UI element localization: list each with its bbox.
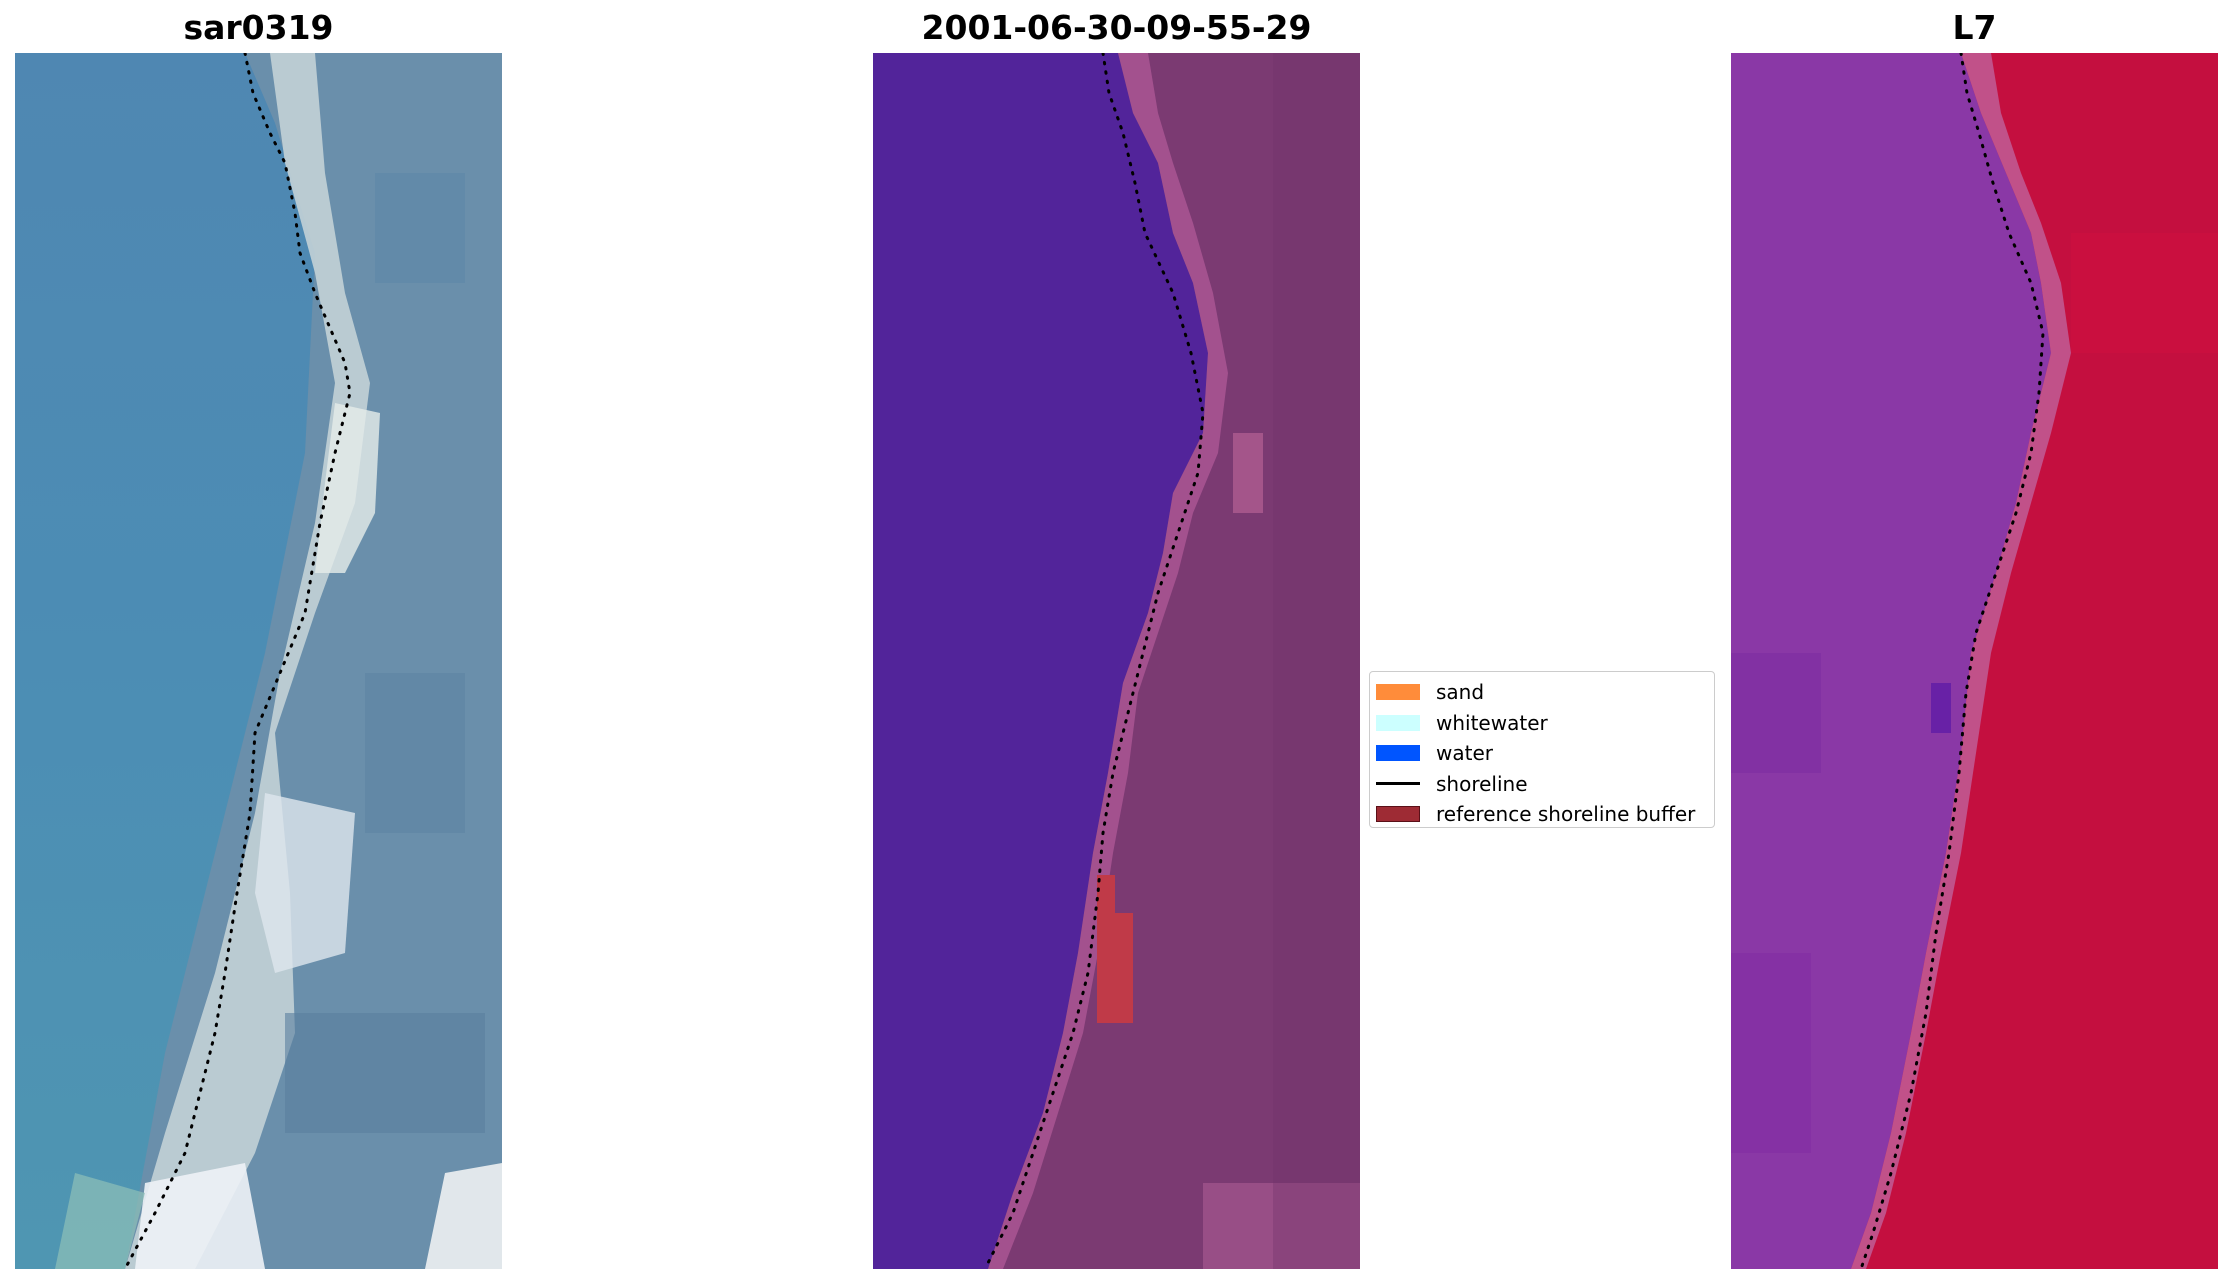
legend-label: sand — [1436, 680, 1485, 705]
legend-line-shoreline — [1376, 782, 1420, 786]
legend-swatch-whitewater — [1376, 714, 1420, 731]
shoreline-dots-rgb — [123, 53, 352, 1269]
rgb-image — [15, 53, 502, 1269]
nir-image-panel — [1731, 53, 2218, 1269]
panel-title-rgb: sar0319 — [183, 8, 334, 47]
panel-title-classification: 2001-06-30-09-55-29 — [921, 8, 1312, 47]
legend-label: water — [1436, 741, 1493, 766]
legend-label: whitewater — [1436, 710, 1548, 735]
legend-item-whitewater: whitewater — [1376, 708, 1714, 739]
shoreline-dots-nir — [1859, 53, 2045, 1269]
legend-item-reference-buffer: reference shoreline buffer — [1376, 799, 1714, 830]
reference-buffer-patch — [1097, 875, 1115, 1023]
rgb-image-panel — [15, 53, 502, 1269]
legend-label: reference shoreline buffer — [1436, 802, 1696, 827]
legend: sand whitewater water shoreline referenc… — [1369, 671, 1715, 828]
legend-swatch-sand — [1376, 684, 1420, 701]
nir-image — [1731, 53, 2218, 1269]
panel-title-nir: L7 — [1952, 8, 1997, 47]
legend-item-water: water — [1376, 738, 1714, 769]
legend-item-sand: sand — [1376, 677, 1714, 708]
legend-swatch-reference-buffer — [1376, 806, 1420, 823]
classification-panel — [873, 53, 1360, 1269]
legend-label: shoreline — [1436, 771, 1528, 796]
legend-item-shoreline: shoreline — [1376, 769, 1714, 800]
legend-swatch-water — [1376, 745, 1420, 762]
classification-image — [873, 53, 1360, 1269]
